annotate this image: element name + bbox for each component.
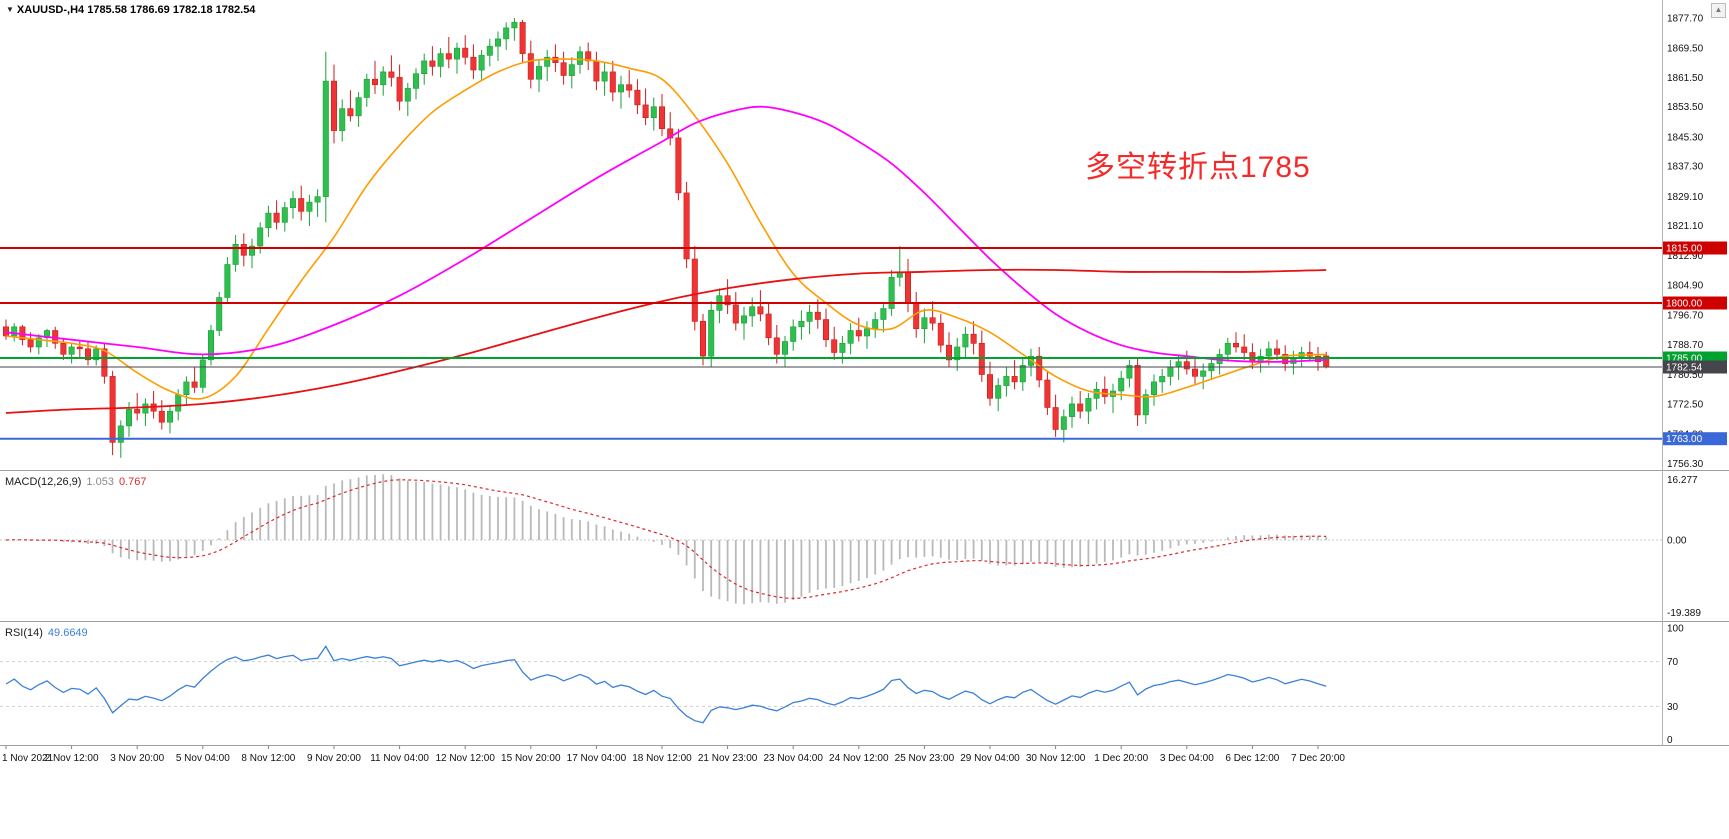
svg-text:1785.00: 1785.00: [1666, 354, 1703, 365]
rsi-line: [5, 645, 1327, 724]
svg-text:5 Nov 04:00: 5 Nov 04:00: [176, 753, 230, 764]
macd-signal-line: [5, 479, 1327, 600]
svg-text:15 Nov 20:00: 15 Nov 20:00: [501, 753, 561, 764]
svg-text:1800.00: 1800.00: [1666, 299, 1703, 310]
svg-text:1 Dec 20:00: 1 Dec 20:00: [1094, 753, 1148, 764]
svg-text:12 Nov 12:00: 12 Nov 12:00: [435, 753, 495, 764]
svg-text:1845.30: 1845.30: [1667, 132, 1704, 143]
price-axis-labels: 1877.70 1869.50 1861.50 1853.50 1845.30 1837.…: [1667, 14, 1704, 470]
svg-text:11 Nov 04:00: 11 Nov 04:00: [370, 753, 429, 764]
svg-text:3 Nov 20:00: 3 Nov 20:00: [110, 753, 164, 764]
rsi-value: 49.6649: [47, 627, 88, 639]
svg-text:23 Nov 04:00: 23 Nov 04:00: [763, 753, 823, 764]
price-badge-1763.00: [1663, 432, 1727, 446]
macd-panel[interactable]: 16.277 0.00 -19.389: [0, 471, 1729, 622]
svg-text:30: 30: [1667, 702, 1679, 713]
chart-title-text: XAUUSD-,H4 1785.58 1786.69 1782.18 1782.…: [16, 4, 256, 16]
svg-text:25 Nov 23:00: 25 Nov 23:00: [895, 753, 955, 764]
rsi-name: RSI(14): [5, 627, 43, 639]
ma-medium-line: [5, 105, 1327, 363]
candles-layer: [2, 18, 1330, 458]
price-badge-1815.00: [1663, 241, 1727, 255]
svg-text:1796.70: 1796.70: [1667, 311, 1704, 322]
svg-text:-19.389: -19.389: [1667, 608, 1701, 619]
svg-text:1869.50: 1869.50: [1667, 44, 1704, 55]
svg-text:1804.90: 1804.90: [1667, 281, 1704, 292]
svg-text:1861.50: 1861.50: [1667, 73, 1704, 84]
svg-text:7 Dec 20:00: 7 Dec 20:00: [1291, 753, 1345, 764]
svg-text:21 Nov 23:00: 21 Nov 23:00: [698, 753, 758, 764]
svg-text:1815.00: 1815.00: [1666, 244, 1703, 255]
svg-text:17 Nov 04:00: 17 Nov 04:00: [567, 753, 627, 764]
svg-text:16.277: 16.277: [1667, 475, 1698, 486]
svg-text:1763.00: 1763.00: [1666, 434, 1703, 445]
macd-value-signal: 0.767: [118, 476, 147, 488]
rsi-label: RSI(14) 49.6649: [5, 627, 88, 639]
horizontal-levels-layer[interactable]: [0, 247, 1663, 440]
svg-text:0.00: 0.00: [1667, 536, 1687, 547]
rsi-panel[interactable]: 100 70 30 0: [0, 622, 1729, 746]
svg-text:0: 0: [1667, 735, 1673, 746]
svg-text:1782.54: 1782.54: [1666, 363, 1703, 374]
price-chart[interactable]: 1877.70 1869.50 1861.50 1853.50 1845.30 1837.…: [0, 0, 1729, 471]
svg-text:1877.70: 1877.70: [1667, 14, 1704, 25]
svg-text:30 Nov 12:00: 30 Nov 12:00: [1026, 753, 1086, 764]
svg-text:1837.30: 1837.30: [1667, 162, 1704, 173]
price-badge-1800.00: [1663, 296, 1727, 310]
svg-text:9 Nov 20:00: 9 Nov 20:00: [307, 753, 361, 764]
ma-fast-line: [5, 58, 1327, 400]
svg-text:1788.70: 1788.70: [1667, 340, 1704, 351]
svg-text:29 Nov 04:00: 29 Nov 04:00: [960, 753, 1020, 764]
chart-title: ▼ XAUUSD-,H4 1785.58 1786.69 1782.18 1782…: [6, 4, 255, 16]
svg-text:8 Nov 12:00: 8 Nov 12:00: [241, 753, 295, 764]
macd-histogram: [13, 474, 1328, 605]
svg-text:3 Dec 04:00: 3 Dec 04:00: [1160, 753, 1214, 764]
annotation-text[interactable]: 多空转折点1785: [1085, 151, 1311, 184]
macd-axis-labels: 16.277 0.00 -19.389: [1667, 475, 1701, 619]
chart-corner-button[interactable]: ▲: [1711, 3, 1726, 18]
price-badge-1782.54: [1663, 360, 1727, 374]
svg-text:18 Nov 12:00: 18 Nov 12:00: [632, 753, 692, 764]
macd-name: MACD(12,26,9): [5, 476, 82, 488]
svg-text:1772.50: 1772.50: [1667, 399, 1704, 410]
svg-text:1853.50: 1853.50: [1667, 102, 1704, 113]
svg-text:70: 70: [1667, 657, 1679, 668]
svg-text:24 Nov 12:00: 24 Nov 12:00: [829, 753, 889, 764]
svg-text:2 Nov 12:00: 2 Nov 12:00: [45, 753, 99, 764]
ma-lines-layer: [5, 58, 1327, 414]
svg-text:1812.90: 1812.90: [1667, 251, 1704, 262]
svg-text:1829.10: 1829.10: [1667, 192, 1704, 203]
rsi-axis-labels: 100 70 30 0: [1667, 624, 1684, 747]
macd-value-main: 1.053: [86, 476, 114, 488]
ma-slow-line: [5, 268, 1327, 414]
macd-label: MACD(12,26,9) 1.053 0.767: [5, 476, 146, 488]
svg-text:100: 100: [1667, 624, 1684, 635]
symbol-marker-icon: ▼: [6, 5, 14, 14]
svg-text:1780.50: 1780.50: [1667, 370, 1704, 381]
svg-text:1 Nov 2021: 1 Nov 2021: [2, 753, 54, 764]
svg-text:6 Dec 12:00: 6 Dec 12:00: [1225, 753, 1279, 764]
svg-text:1821.10: 1821.10: [1667, 221, 1704, 232]
svg-text:1756.30: 1756.30: [1667, 459, 1704, 470]
